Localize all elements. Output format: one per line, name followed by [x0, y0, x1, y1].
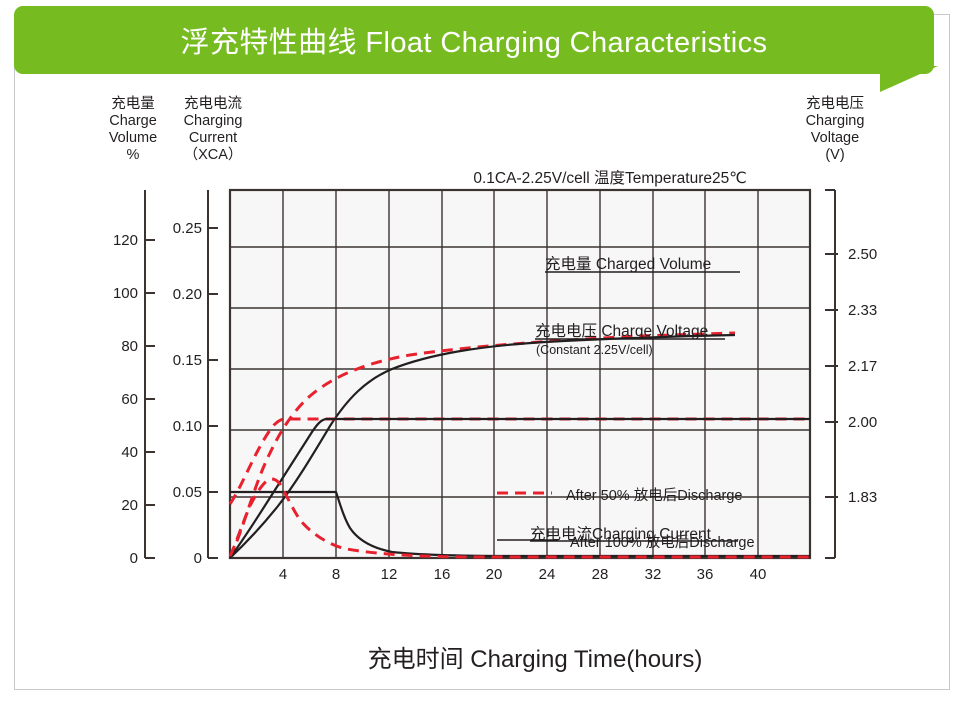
banner-tail-decoration: [880, 66, 938, 92]
ytick-current-005: 0.05: [172, 484, 202, 501]
grid-horizontal: [230, 246, 810, 498]
axis-caption-charging-current-unit: （XCA）: [183, 147, 243, 163]
xtick-4: 4: [278, 566, 288, 583]
ytick-charge-volume-0: 0: [129, 550, 138, 567]
header-banner: 浮充特性曲线 Float Charging Characteristics: [14, 6, 934, 74]
axis-caption-charging-voltage-cn: 充电电压: [806, 96, 864, 112]
page-title: 浮充特性曲线 Float Charging Characteristics: [180, 27, 768, 59]
xtick-24: 24: [538, 566, 556, 583]
axis-caption-charge-volume-en1: Charge: [109, 113, 157, 129]
axis-caption-charging-current: 充电电流 Charging Current （XCA）: [184, 96, 243, 164]
xtick-12: 12: [380, 566, 398, 583]
curve-label-charge-voltage-sub: (Constant 2.25V/cell): [536, 343, 653, 357]
ytick-current-010: 0.10: [172, 418, 202, 435]
ytick-charge-volume-80: 80: [121, 338, 138, 355]
ytick-charge-volume-100: 100: [112, 285, 138, 302]
axis-charging-current: [207, 190, 218, 559]
axis-caption-charging-voltage-en2: Voltage: [810, 130, 860, 146]
legend-label-after-50: After 50% 放电后Discharge: [566, 488, 743, 504]
curve-label-charge-voltage-en: Charge Voltage: [601, 323, 709, 340]
axis-caption-charging-current-en2: Current: [188, 130, 238, 146]
curve-label-charge-voltage: 充电电压 Charge Voltage: [535, 319, 708, 341]
ytick-voltage-233: 2.33: [848, 302, 878, 319]
axis-caption-charging-voltage-unit: (V): [825, 147, 845, 163]
ytick-current-020: 0.20: [172, 286, 202, 303]
axis-caption-charge-volume-cn: 充电量: [111, 96, 155, 112]
axis-charging-voltage: [825, 189, 838, 559]
axis-caption-charging-voltage-en1: Charging: [805, 113, 865, 129]
axis-caption-charging-current-en1: Charging: [183, 113, 243, 129]
curve-charging-current-50: [228, 477, 810, 559]
ytick-current-015: 0.15: [172, 352, 202, 369]
curve-label-charged-volume-en: Charged Volume: [595, 256, 712, 273]
ytick-charge-volume-40: 40: [121, 444, 138, 461]
legend-label-after-100: After 100% 放电后Discharge: [570, 535, 755, 551]
curve-label-charge-voltage-cn: 充电电压: [535, 323, 598, 340]
curve-label-charging-current: 充电电流Charging Current: [530, 522, 711, 544]
xtick-40: 40: [749, 566, 767, 583]
xtick-36: 36: [696, 566, 714, 583]
chart-svg: [144, 188, 838, 560]
curve-label-charged-volume-cn: 充电量: [545, 256, 592, 273]
axis-caption-charging-voltage: 充电电压 Charging Voltage (V): [806, 96, 865, 164]
label-underlines: [530, 271, 740, 542]
ytick-charge-volume-60: 60: [121, 391, 138, 408]
axis-caption-charging-current-cn: 充电电流: [184, 96, 242, 112]
ytick-voltage-217: 2.17: [848, 358, 878, 375]
xtick-8: 8: [331, 566, 341, 583]
xtick-28: 28: [591, 566, 609, 583]
xtick-16: 16: [433, 566, 451, 583]
x-axis-title: 充电时间 Charging Time(hours): [367, 646, 703, 673]
axis-caption-charge-volume-en2: Volume: [108, 130, 158, 146]
chart-top-annotation: 0.1CA-2.25V/cell 温度Temperature25℃: [473, 170, 747, 187]
curve-charge-voltage-50: [228, 417, 810, 505]
curve-charge-voltage-100: [229, 417, 810, 559]
ytick-voltage-183: 1.83: [848, 489, 878, 506]
ytick-charge-volume-120: 120: [112, 232, 138, 249]
xtick-20: 20: [485, 566, 503, 583]
ytick-voltage-200: 2.00: [848, 414, 878, 431]
ytick-current-0: 0: [193, 550, 202, 567]
axis-caption-charge-volume-unit: %: [126, 147, 140, 163]
curve-label-charging-current-cn: 充电电流: [530, 526, 593, 543]
axis-charge-volume: [144, 190, 155, 559]
ytick-current-025: 0.25: [172, 220, 202, 237]
curve-label-charging-current-en: Charging Current: [592, 526, 711, 543]
axis-caption-charge-volume: 充电量 Charge Volume %: [109, 96, 157, 164]
chart-canvas: 充电量 Charge Volume % 充电电流 Charging Curren…: [0, 74, 965, 694]
curve-label-charged-volume: 充电量 Charged Volume: [545, 252, 711, 274]
xtick-32: 32: [644, 566, 662, 583]
ytick-charge-volume-20: 20: [121, 497, 138, 514]
curve-charged-volume-50: [228, 331, 736, 559]
ytick-voltage-250: 2.50: [848, 246, 878, 263]
